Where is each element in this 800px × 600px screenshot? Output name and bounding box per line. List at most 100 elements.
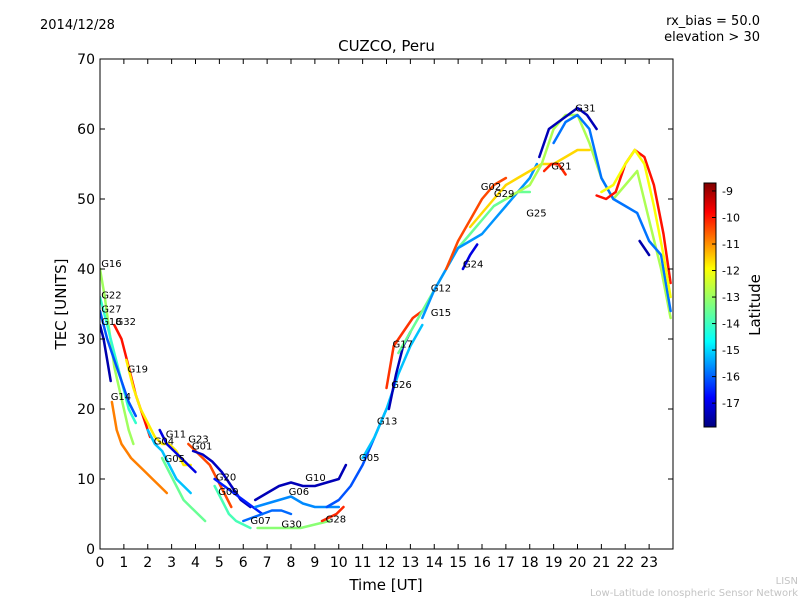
x-tick-label: 14 [425, 555, 443, 571]
sat-label-g29: G29 [494, 189, 514, 200]
series-g12 [421, 162, 539, 320]
series-g29 [468, 148, 591, 229]
x-tick-label: 4 [191, 555, 200, 571]
chart-date: 2014/12/28 [40, 18, 115, 33]
x-tick-label: 22 [616, 555, 634, 571]
series-g25 [504, 113, 672, 320]
series-g02 [444, 176, 508, 271]
sat-label-g17: G17 [393, 339, 413, 350]
x-tick-label: 1 [119, 555, 128, 571]
sat-label-g01: G01 [192, 442, 212, 453]
series-g10 [253, 463, 348, 502]
x-tick-label: 6 [239, 555, 248, 571]
series-g21 [542, 162, 567, 176]
series-g19 [125, 358, 192, 467]
series-g27 [100, 309, 138, 418]
series-g11 [158, 428, 197, 474]
credit-lisn: LISN [775, 576, 798, 587]
elevation-label: elevation > 30 [664, 30, 760, 45]
series-g04 [146, 428, 192, 495]
series-g14 [110, 400, 169, 495]
sat-label-g30: G30 [281, 519, 301, 530]
series-g20 [213, 477, 264, 516]
x-tick-label: 21 [592, 555, 610, 571]
sat-label-g19: G19 [128, 365, 148, 376]
sat-label-g11: G11 [166, 430, 186, 441]
sat-label-g09: G09 [218, 487, 238, 498]
x-tick-label: 8 [287, 555, 296, 571]
colorbar-label: Latitude [746, 274, 764, 336]
x-tick-label: 11 [354, 555, 372, 571]
series-g24 [461, 243, 479, 271]
sat-label-g16: G16 [101, 259, 121, 270]
sat-label-g24: G24 [463, 260, 483, 271]
sat-label-g22: G22 [101, 290, 121, 301]
y-tick-label: 10 [77, 472, 95, 488]
y-tick-label: 70 [77, 52, 95, 68]
sat-label-g14: G14 [111, 392, 131, 403]
series-g01 [191, 449, 252, 509]
sat-label-g04: G04 [154, 437, 174, 448]
x-tick-label: 18 [521, 555, 539, 571]
series-g06 [253, 495, 341, 509]
rx-bias-label: rx_bias = 50.0 [666, 14, 760, 29]
series-g07 [242, 509, 293, 523]
series-g15 [397, 190, 532, 355]
sat-label-g02: G02 [481, 182, 501, 193]
x-tick-label: 9 [310, 555, 319, 571]
x-tick-label: 20 [569, 555, 587, 571]
y-tick-label: 0 [86, 542, 95, 558]
x-tick-label: 19 [545, 555, 563, 571]
colorbar-tick-label: -17 [722, 397, 740, 410]
x-tick-label: 12 [378, 555, 396, 571]
series-g16 [100, 267, 135, 446]
sat-label-g15: G15 [431, 308, 451, 319]
chart-title: CUZCO, Peru [338, 37, 435, 55]
x-tick-label: 0 [96, 555, 105, 571]
series-g31 [538, 106, 598, 159]
x-tick-label: 15 [449, 555, 467, 571]
y-tick-label: 50 [77, 192, 95, 208]
series-g30 [256, 519, 331, 530]
x-tick-label: 10 [330, 555, 348, 571]
y-axis-label: TEC [UNITS] [52, 259, 70, 351]
sat-label-g10: G10 [305, 473, 325, 484]
sat-label-g05b: G05 [359, 453, 379, 464]
sat-label-g28: G28 [326, 514, 346, 525]
sat-label-g31: G31 [575, 104, 595, 115]
sat-label-g27: G27 [101, 304, 121, 315]
sat-label-g32: G32 [116, 317, 136, 328]
x-axis-label: Time [UT] [348, 576, 422, 594]
colorbar-tick-label: -14 [722, 318, 740, 331]
sat-label-g13: G13 [377, 416, 397, 427]
credit-network: Low-Latitude Ionospheric Sensor Network [590, 588, 798, 599]
sat-label-g21: G21 [551, 162, 571, 173]
colorbar-tick-label: -10 [722, 211, 740, 224]
x-tick-label: 7 [263, 555, 272, 571]
series-g29b [600, 148, 672, 299]
y-tick-label: 20 [77, 402, 95, 418]
series-g31b [552, 113, 672, 313]
colorbar-tick-label: -12 [722, 265, 740, 278]
plot-frame [99, 58, 674, 550]
sat-label-g26: G26 [391, 380, 411, 391]
sat-label-g07: G07 [250, 516, 270, 527]
sat-label-g18: G18 [101, 317, 121, 328]
series-g17 [385, 309, 424, 390]
y-tick-label: 40 [77, 262, 95, 278]
colorbar [703, 182, 717, 428]
y-tick-label: 30 [77, 332, 95, 348]
x-tick-label: 16 [473, 555, 491, 571]
x-tick-label: 5 [215, 555, 224, 571]
colorbar-tick-label: -11 [722, 238, 740, 251]
colorbar-tick-label: -13 [722, 291, 740, 304]
sat-label-g12: G12 [431, 283, 451, 294]
y-tick-label: 60 [77, 122, 95, 138]
series-g24b [638, 239, 651, 257]
colorbar-tick-label: -9 [722, 185, 733, 198]
sat-label-g20: G20 [216, 472, 236, 483]
x-tick-label: 3 [167, 555, 176, 571]
series-g09 [213, 484, 252, 530]
sat-label-g25: G25 [526, 209, 546, 220]
